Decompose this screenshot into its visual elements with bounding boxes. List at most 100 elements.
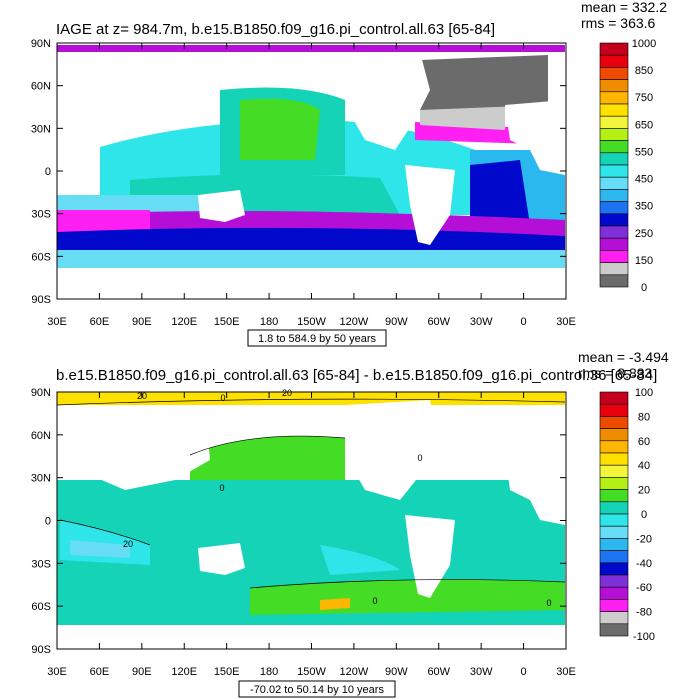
contour-line: [249, 579, 566, 589]
land-mass: [198, 543, 245, 575]
ocean-field: [57, 250, 565, 268]
panel-top: IAGE at z= 984.7m, b.e15.B1850.f09_g16.p…: [31, 0, 667, 347]
land-mass: [430, 405, 505, 455]
colorbar-label: 150: [635, 255, 653, 267]
colorbar-swatch: [599, 599, 629, 612]
colorbar-swatch: [599, 54, 629, 68]
ocean-field: [190, 436, 345, 480]
contour-label: 0: [417, 453, 422, 463]
land-mass: [345, 400, 440, 500]
x-tick-label: 30E: [47, 316, 67, 328]
ocean-field: [470, 160, 530, 225]
x-tick-label: 90W: [385, 316, 408, 328]
x-tick-label: 30E: [556, 666, 576, 678]
colorbar-swatch: [599, 42, 629, 56]
contour-label: 0: [219, 483, 224, 493]
ocean-field: [57, 210, 150, 235]
colorbar-label: 0: [641, 509, 647, 521]
panel-bottom-range-label: -70.02 to 50.14 by 10 years: [250, 684, 384, 696]
colorbar-swatch: [599, 115, 629, 129]
contour-label: 0: [372, 596, 377, 606]
land-mass: [57, 268, 565, 299]
colorbar-top: 1000 850 750 650 550 450 350 250 150 0: [599, 38, 656, 294]
x-tick-label: 90W: [385, 666, 408, 678]
contour-line: [56, 398, 566, 406]
x-tick-label: 120W: [340, 666, 369, 678]
colorbar-swatch: [599, 611, 629, 625]
map-top: [56, 42, 567, 300]
contour-line: [189, 435, 346, 456]
colorbar-label: 250: [635, 228, 653, 240]
land-mass: [405, 165, 455, 245]
colorbar-swatch: [599, 452, 629, 466]
y-tick-label: 60S: [31, 601, 51, 613]
x-tick-label: 120E: [171, 666, 197, 678]
colorbar-swatch: [599, 440, 629, 454]
colorbar-swatch: [599, 550, 629, 564]
land-mass: [505, 450, 565, 525]
ocean-field: [70, 540, 130, 558]
colorbar-swatch: [599, 91, 629, 105]
colorbar-swatch: [599, 391, 629, 405]
colorbar-swatch: [599, 128, 629, 141]
colorbar-swatch: [599, 416, 629, 429]
ocean-field: [240, 98, 320, 160]
contour-label: 0: [220, 393, 225, 403]
x-tick-label: 150W: [297, 316, 326, 328]
y-tick-label: 30S: [31, 558, 51, 570]
x-axis-top: 30E 60E 90E 120E 150E 180 150W 120W 90W 60W 30W 0 30…: [47, 43, 576, 328]
x-tick-label: 150W: [297, 666, 326, 678]
map-bottom: [56, 391, 567, 650]
y-tick-label: 30N: [31, 473, 51, 485]
land-mass: [198, 190, 245, 222]
x-tick-label: 150E: [214, 666, 240, 678]
colorbar-label: 80: [638, 411, 650, 423]
y-axis-bottom: 90N 60N 30N 0 30S 60S 90S: [31, 387, 566, 656]
y-tick-label: 90N: [31, 38, 51, 50]
colorbar-swatch: [599, 274, 629, 288]
x-tick-label: 60E: [90, 316, 110, 328]
x-tick-label: 180: [260, 666, 278, 678]
colorbar-swatch: [599, 513, 629, 527]
ocean-field: [420, 55, 548, 110]
colorbar-swatch: [599, 464, 629, 478]
colorbar-swatch: [599, 525, 629, 539]
x-tick-label: 30W: [470, 666, 493, 678]
x-tick-label: 180: [260, 316, 278, 328]
panel-bottom-title: b.e15.B1850.f09_g16.pi_control.all.63 [6…: [56, 367, 657, 384]
x-tick-label: 90E: [132, 666, 152, 678]
y-tick-label: 0: [45, 516, 51, 528]
x-tick-label: 60W: [427, 666, 450, 678]
contour-line: [59, 519, 151, 546]
y-tick-label: 90N: [31, 387, 51, 399]
x-tick-label: 60E: [90, 666, 110, 678]
colorbar-label: -40: [636, 558, 652, 570]
x-tick-label: 30E: [556, 316, 576, 328]
panel-top-range-box: [247, 329, 387, 347]
colorbar-label: 850: [635, 65, 653, 77]
colorbar-label: 550: [635, 146, 653, 158]
colorbar-swatch: [599, 67, 629, 80]
y-tick-label: 60N: [31, 430, 51, 442]
colorbar-swatch: [599, 428, 629, 442]
colorbar-swatch: [599, 176, 629, 190]
colorbar-label: -60: [636, 582, 652, 594]
colorbar-swatch: [599, 164, 629, 178]
colorbar-swatch: [599, 140, 629, 154]
colorbar-swatch: [599, 403, 629, 417]
ocean-field: [250, 579, 565, 615]
y-tick-label: 60S: [31, 251, 51, 263]
colorbar-swatch: [599, 79, 629, 93]
colorbar-label: 20: [638, 485, 650, 497]
contour-label: 20: [282, 388, 292, 398]
colorbar-swatch: [599, 250, 629, 263]
colorbar-label: 650: [635, 119, 653, 131]
y-tick-label: 30N: [31, 123, 51, 135]
colorbar-swatch: [599, 213, 629, 227]
colorbar-label: -80: [636, 607, 652, 619]
panel-bottom: b.e15.B1850.f09_g16.pi_control.all.63 [6…: [31, 349, 669, 698]
y-tick-label: 30S: [31, 209, 51, 221]
ocean-field: [57, 227, 565, 250]
colorbar-label: 750: [635, 92, 653, 104]
